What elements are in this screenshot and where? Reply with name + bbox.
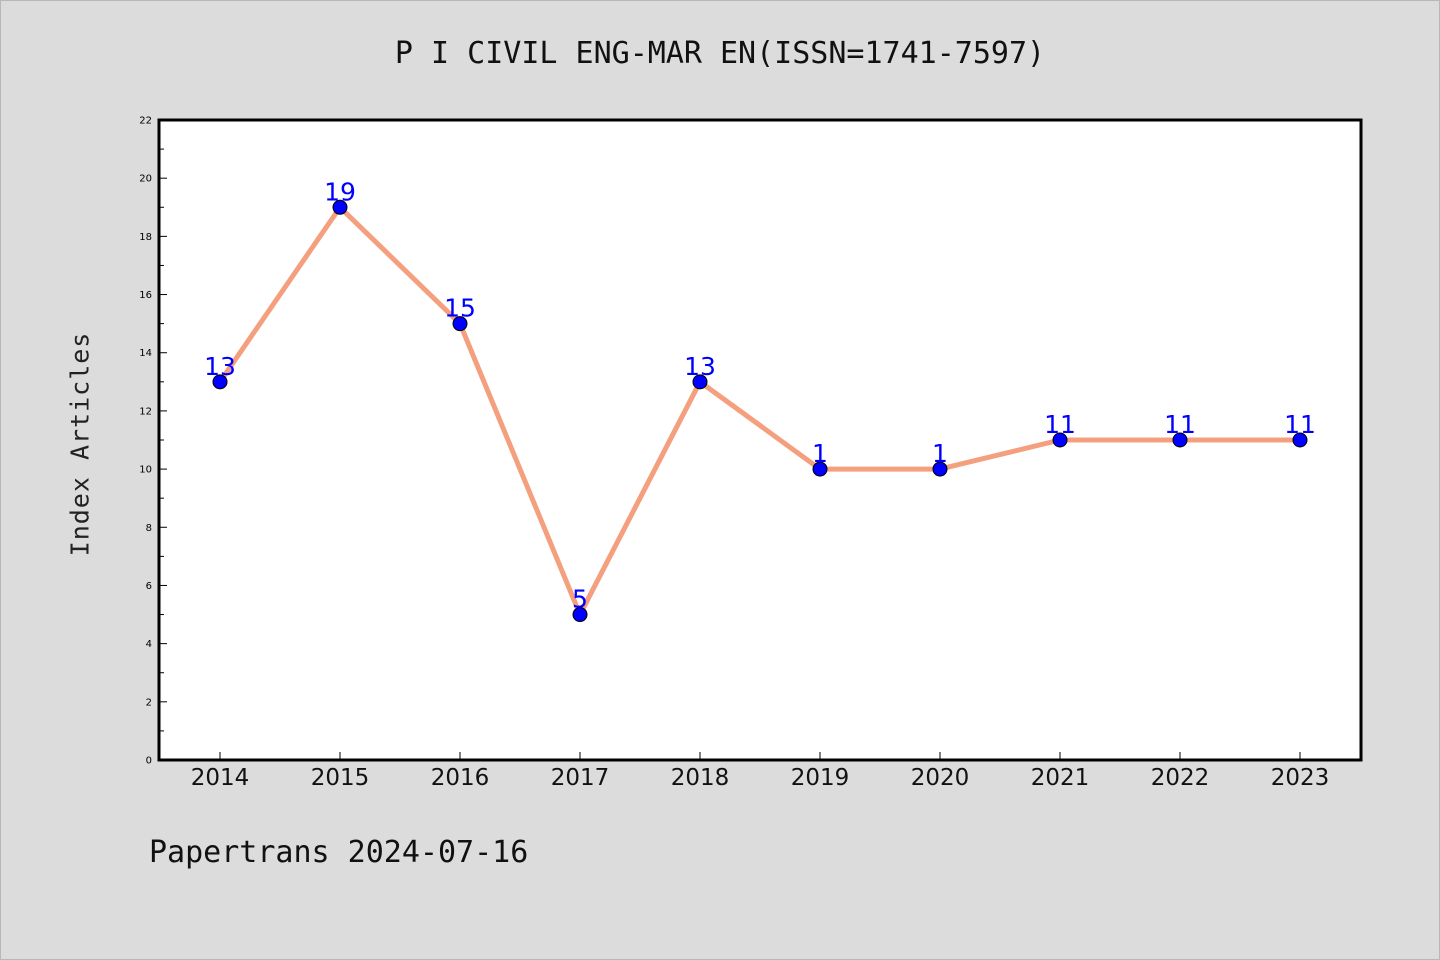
x-tick-label: 2018 (671, 765, 730, 791)
x-tick-label: 2014 (191, 765, 250, 791)
x-tick-label: 2017 (551, 765, 610, 791)
chart-title: P I CIVIL ENG-MAR EN(ISSN=1741-7597) (394, 36, 1046, 71)
data-label: 5 (572, 585, 588, 614)
x-tick-label: 2020 (911, 765, 970, 791)
footer-watermark: Papertrans 2024-07-16 (149, 835, 529, 870)
y-tick-label: 22 (139, 116, 152, 127)
y-tick-label: 18 (139, 232, 152, 243)
data-label: 11 (1164, 410, 1196, 439)
data-label: 13 (204, 352, 236, 381)
y-tick-label: 16 (139, 290, 152, 301)
data-label: 1 (812, 439, 828, 468)
data-point (332, 199, 348, 215)
y-tick-label: 10 (139, 465, 152, 476)
data-label: 11 (1284, 410, 1316, 439)
data-point (692, 374, 708, 390)
x-tick-label: 2016 (431, 765, 490, 791)
y-tick-label: 14 (139, 348, 152, 359)
y-tick-label: 20 (139, 174, 152, 185)
x-tick-label: 2021 (1031, 765, 1090, 791)
y-tick-label: 8 (146, 523, 152, 534)
data-point (212, 374, 228, 390)
y-tick-label: 12 (139, 406, 152, 417)
series-line (217, 204, 1303, 618)
x-tick-label: 2022 (1151, 765, 1210, 791)
data-point (1052, 432, 1068, 448)
y-tick-label: 0 (146, 756, 152, 767)
data-label: 15 (444, 294, 476, 323)
x-tick-label: 2023 (1271, 765, 1330, 791)
data-label: 11 (1044, 410, 1076, 439)
data-point (932, 461, 948, 477)
data-label: 13 (684, 352, 716, 381)
data-point (572, 607, 588, 623)
y-tick-label: 2 (146, 697, 152, 708)
data-point (812, 461, 828, 477)
data-label: 1 (932, 439, 948, 468)
data-label: 19 (324, 177, 356, 206)
data-point (1172, 432, 1188, 448)
y-tick-label: 6 (146, 581, 152, 592)
x-tick-label: 2019 (791, 765, 850, 791)
x-tick-label: 2015 (311, 765, 370, 791)
data-point (452, 316, 468, 332)
data-point (1292, 432, 1308, 448)
y-tick-label: 4 (146, 639, 152, 650)
